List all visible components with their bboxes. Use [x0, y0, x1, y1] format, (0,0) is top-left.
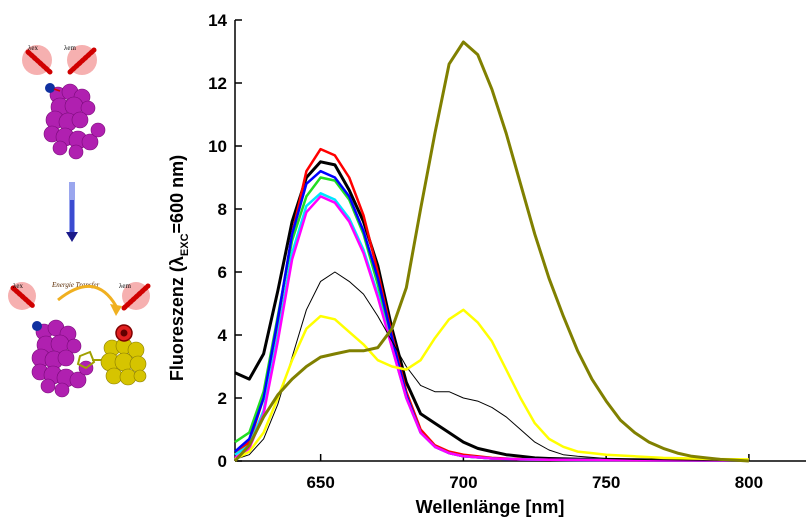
donor-dye-bottom [32, 321, 42, 331]
plot-frame [234, 20, 806, 462]
y-tick-label: 12 [208, 74, 227, 93]
series-line-7 [234, 308, 749, 461]
protein-bottom [31, 319, 94, 398]
x-axis-title: Wellenlänge [nm] [416, 497, 565, 517]
emission-beam-top: λem [64, 44, 97, 75]
label-em-bottom: λem [119, 282, 132, 290]
linker-icon [76, 350, 96, 370]
y-tick-label: 0 [218, 452, 227, 471]
series-line-1 [234, 147, 749, 462]
acceptor-protein [100, 337, 147, 386]
x-axis-ticks: 650 700 750 800 [306, 454, 763, 492]
label-em-top: λem [64, 44, 77, 52]
y-tick-label: 14 [208, 11, 227, 30]
series-line-8 [233, 40, 749, 463]
y-axis-title: Fluoreszenz (λEXC=600 nm) [167, 155, 191, 381]
excitation-beam-top: λex [22, 44, 53, 75]
y-tick-label: 2 [218, 389, 227, 408]
energy-transfer-arrow [57, 284, 118, 307]
emission-beam-bottom: λem [119, 282, 151, 311]
arrow-down-icon [66, 182, 78, 242]
series-line-3 [234, 169, 749, 462]
x-tick-label: 800 [735, 473, 763, 492]
series-line-2 [234, 176, 749, 462]
x-tick-label: 750 [592, 473, 620, 492]
series-line-4 [234, 192, 749, 462]
donor-dye-top [45, 83, 55, 93]
y-tick-label: 8 [218, 200, 227, 219]
series-layer [233, 40, 749, 463]
label-ex-bottom: λex [13, 282, 24, 290]
scheme-illustration: λex λem λex [8, 44, 151, 398]
y-tick-label: 10 [208, 137, 227, 156]
energy-transfer-label: Energie Transfer [51, 281, 100, 289]
x-tick-label: 700 [449, 473, 477, 492]
series-line-6 [234, 271, 749, 461]
y-tick-label: 6 [218, 263, 227, 282]
excitation-beam-bottom: λex [8, 282, 36, 310]
x-tick-label: 650 [306, 473, 334, 492]
series-line-5 [234, 195, 749, 462]
y-tick-label: 4 [218, 326, 228, 345]
label-ex-top: λex [28, 44, 39, 52]
y-axis-ticks: 0 2 4 6 8 10 12 14 [208, 11, 242, 471]
protein-top [43, 83, 106, 160]
